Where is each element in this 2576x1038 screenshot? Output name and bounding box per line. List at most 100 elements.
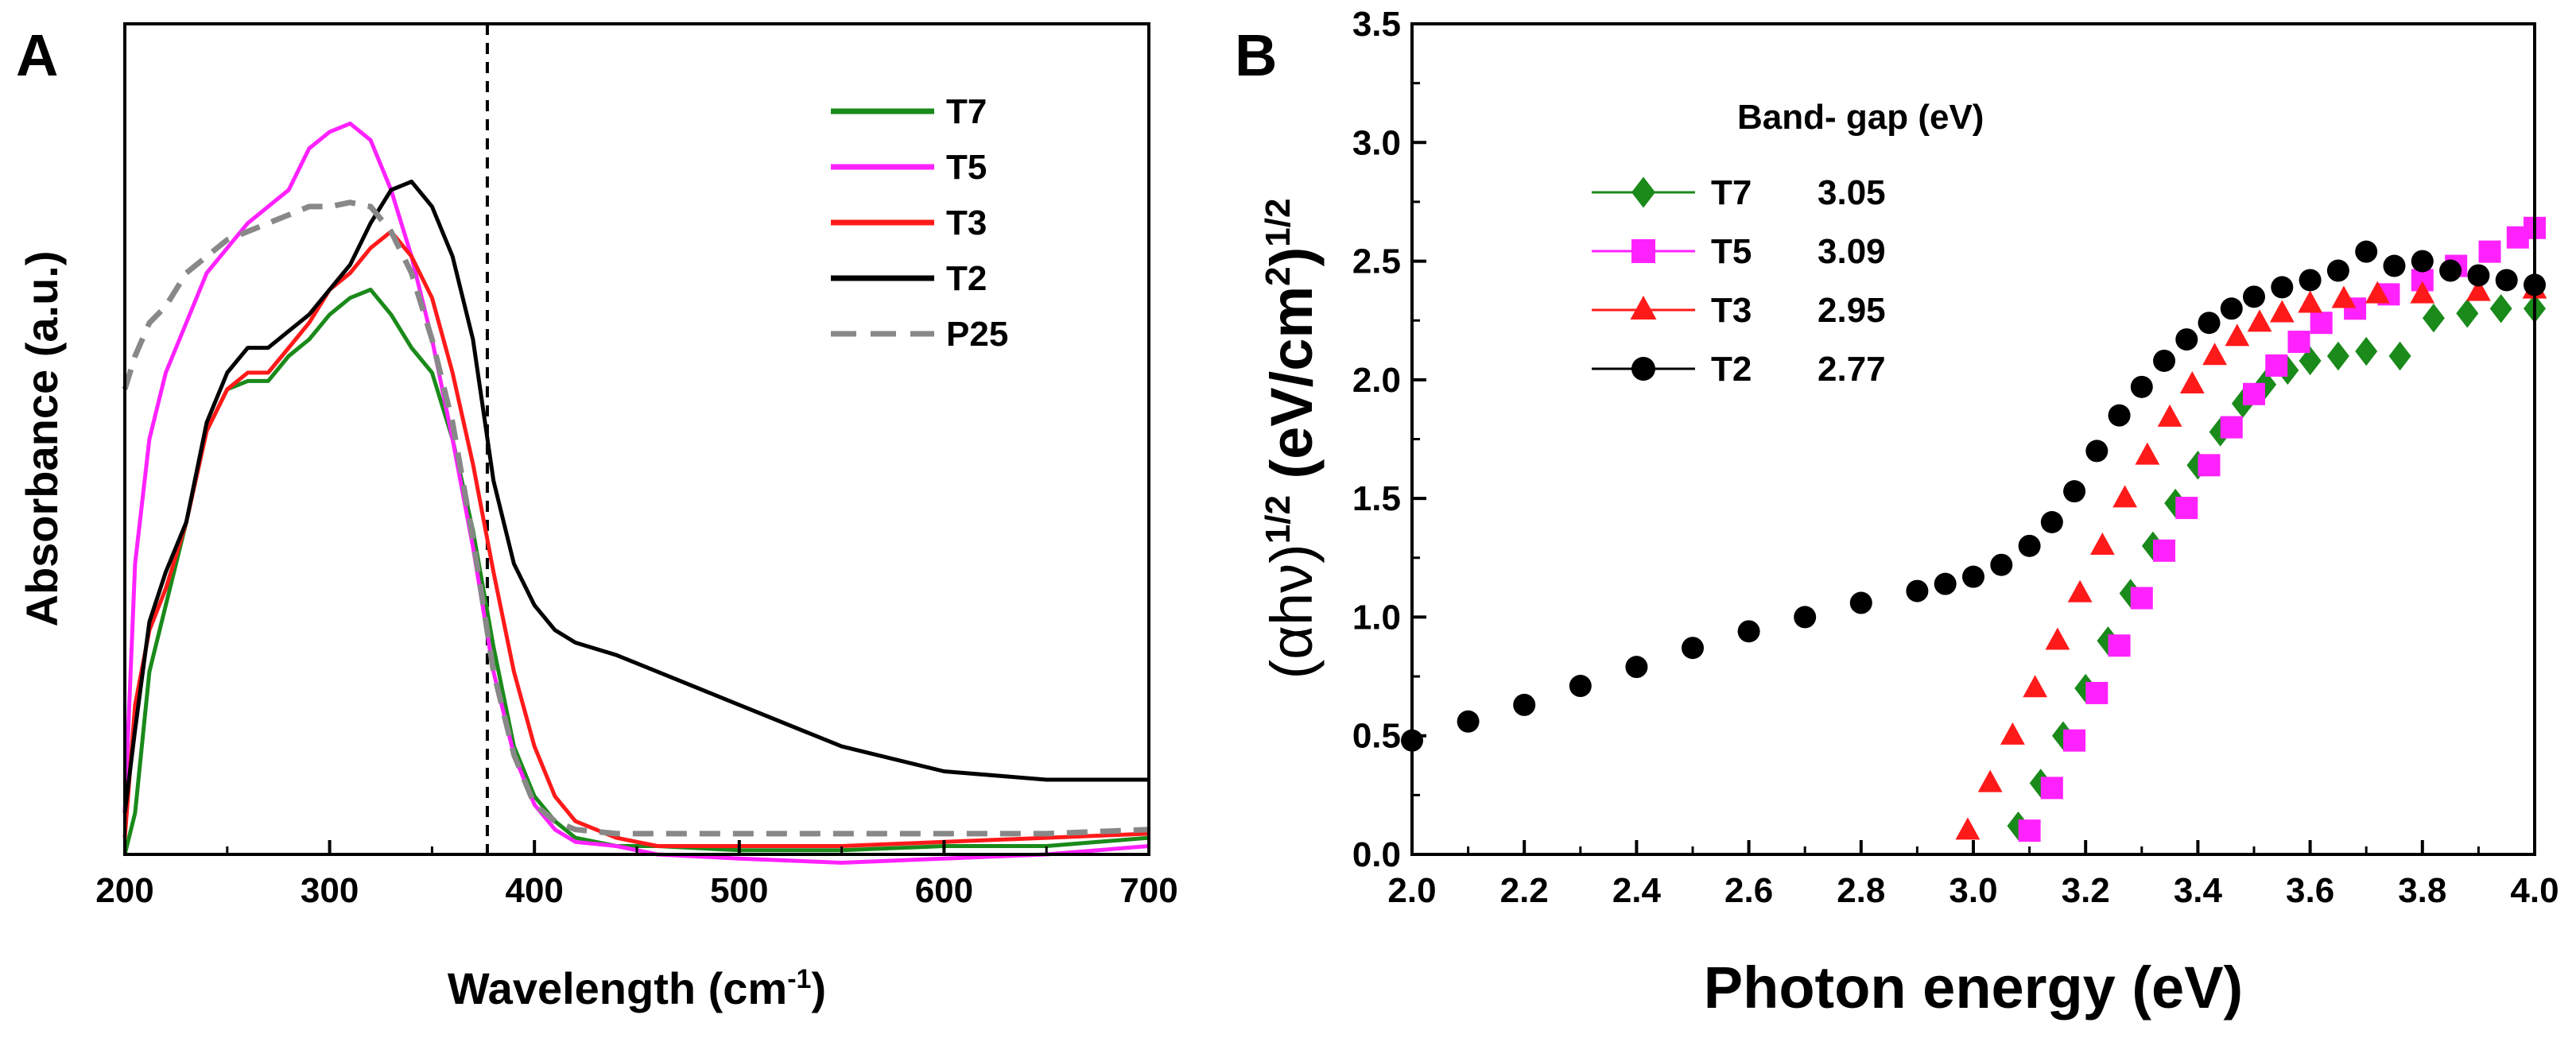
data-point-t2 [2439,259,2462,282]
data-point-t2 [2243,285,2265,308]
panel-a-series [122,121,1150,865]
y-tick-label: 2.5 [1352,242,1401,281]
y-tick-label: 3.5 [1352,5,1401,44]
panel-b: B 2.0 2.2 2.4 2.6 2.8 3.0 3.2 3.4 3.6 3.8 4.0 0.0 0.… [1235,5,2559,1021]
data-point-t3 [1955,817,1980,840]
y-tick-label: 1.0 [1352,598,1401,637]
data-point-t2 [2220,297,2243,320]
data-point-t7 [2456,299,2479,328]
data-point-t5 [2310,312,2333,335]
x-tick-label: 500 [710,871,768,910]
data-point-t7 [2097,626,2120,656]
data-point-t2 [2271,276,2294,299]
data-point-t2 [1849,591,1872,614]
panel-b-x-axis-title: Photon energy (eV) [1704,955,2243,1021]
data-point-t5 [2153,539,2176,562]
data-point-t3 [2410,281,2435,304]
data-point-t3 [2089,533,2115,556]
scatter-series-t7 [2007,294,2546,841]
y-tick-label: 2.0 [1352,361,1401,400]
panel-a-plot-frame [123,22,1150,856]
series-line-p25 [122,199,1150,837]
legend-label-p25: P25 [946,315,1008,354]
data-point-t3 [2045,627,2070,650]
data-point-t3 [2365,281,2390,304]
data-point-t5 [2085,681,2109,704]
data-point-t2 [2198,312,2221,335]
data-point-t7 [2388,341,2411,371]
data-point-t3 [2331,285,2357,308]
data-point-t5 [2220,416,2243,439]
data-point-t2 [1569,675,1592,698]
data-point-t3 [2135,442,2160,465]
y-tick-label: 1.5 [1352,479,1401,518]
scatter-series-t5 [2018,216,2546,842]
y-tick-label: 3.0 [1352,123,1401,162]
legend-label-t5: T5 [1711,232,1752,271]
data-point-t3 [2247,309,2272,332]
data-point-t2 [2299,269,2322,292]
panel-b-legend: Band- gap (eV) T7 3.05 T5 3.09 T3 2.95 T2 2.77 [1592,98,1984,389]
data-point-t2 [2085,440,2109,463]
legend-label-t3: T3 [1711,291,1752,330]
data-point-t5 [2108,634,2131,657]
legend-label-t7: T7 [946,92,987,131]
legend-band-gap-t7: 3.05 [1818,173,1886,212]
data-point-t7 [2007,811,2030,841]
x-tick-label: 700 [1119,871,1177,910]
data-point-t2 [2153,349,2176,372]
data-point-t5 [2287,331,2310,354]
x-tick-label: 400 [505,871,563,910]
x-tick-label: 300 [301,871,359,910]
data-point-t2 [2108,404,2131,427]
data-point-t2 [2355,240,2378,263]
data-point-t3 [2298,290,2322,313]
data-point-t2 [1794,606,1817,629]
legend-label-t2: T2 [1711,350,1752,389]
data-point-t3 [2466,278,2491,301]
x-tick-label: 2.2 [1500,871,1549,910]
data-point-t2 [1962,565,1984,588]
panel-a: A 200 300 400 500 600 700 T7 T5 T3 T2 P25 Wavelen… [16,22,1178,1013]
data-point-t5 [2175,497,2198,520]
legend-label-t7: T7 [1711,173,1752,212]
x-tick-label: 3.4 [2174,871,2223,910]
legend-band-gap-t5: 3.09 [1818,232,1886,271]
data-point-t3 [2000,722,2025,745]
data-point-t2 [2130,375,2153,398]
data-point-t2 [2467,264,2490,287]
data-point-t5 [2243,382,2265,405]
panel-a-x-ticks: 200 300 400 500 600 700 [95,840,1178,910]
panel-b-plot-frame [1410,22,2536,856]
legend-marker-t3 [1630,296,1657,320]
legend-label-t2: T2 [946,259,987,298]
panel-a-x-axis-title: Wavelength (cm-1) [448,963,826,1013]
data-point-t5 [2130,587,2153,610]
data-point-t5 [2040,777,2063,800]
data-point-t2 [1457,710,1480,733]
series-line-t5 [122,121,1150,865]
data-point-t2 [2040,511,2063,533]
x-tick-label: 3.6 [2286,871,2334,910]
data-point-t2 [2383,254,2406,277]
data-point-t3 [2112,485,2138,508]
legend-label-t5: T5 [946,148,987,187]
y-tick-label: 0.0 [1352,835,1401,874]
data-point-t3 [2269,300,2295,323]
x-tick-label: 2.4 [1612,871,1662,910]
legend-label-t3: T3 [946,203,987,242]
x-tick-label: 2.8 [1837,871,1885,910]
data-point-t2 [2495,269,2518,292]
legend-marker-t7 [1631,176,1655,208]
legend-marker-t5 [1631,239,1655,263]
x-tick-label: 3.8 [2398,871,2446,910]
scatter-series-t3 [1955,276,2547,840]
panel-b-series [1401,216,2547,842]
data-point-t7 [2141,531,2164,561]
data-point-t5 [2478,240,2501,263]
data-point-t2 [2018,534,2041,557]
data-point-t2 [2411,250,2434,273]
data-point-t2 [2326,259,2349,282]
data-point-t3 [2023,675,2048,698]
data-point-t7 [2051,721,2074,750]
